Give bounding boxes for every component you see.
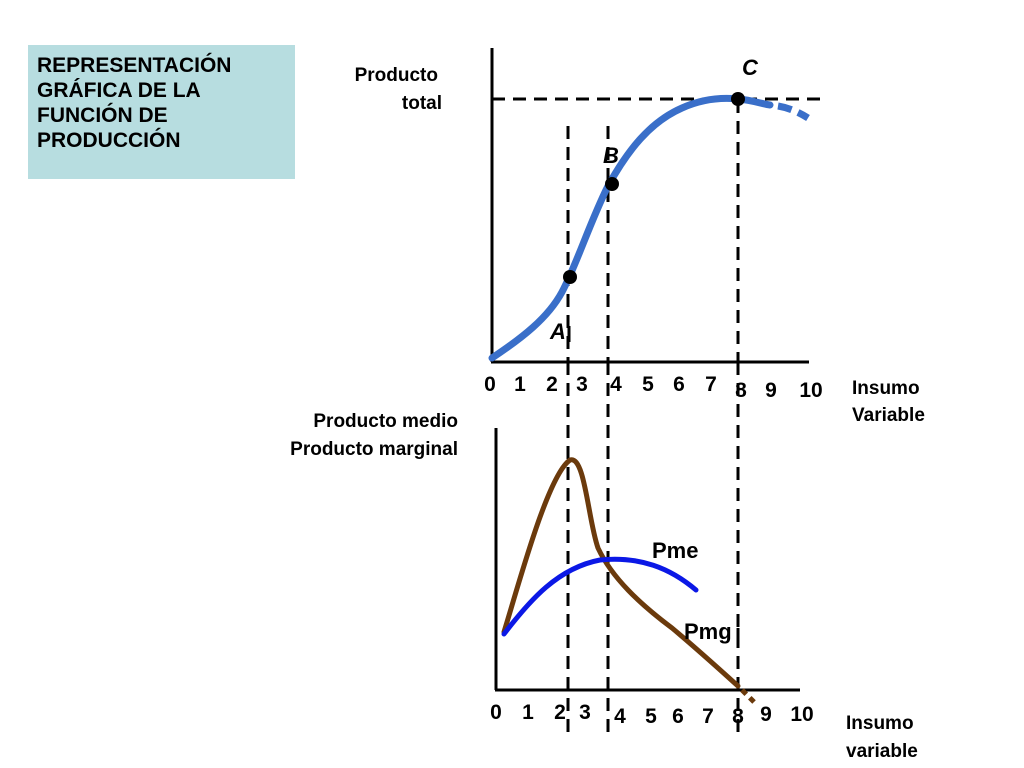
top-tick-5: 5 xyxy=(642,373,654,396)
bottom-tick-2: 2 xyxy=(554,701,566,724)
bottom-ylabel-line-2: Producto marginal xyxy=(290,439,458,460)
bottom-tick-0: 0 xyxy=(490,701,502,724)
bottom-tick-8: 8 xyxy=(732,705,744,728)
title-line-1: REPRESENTACIÓN xyxy=(37,54,232,77)
pme-label: Pme xyxy=(652,538,699,563)
top-xlabel-line-2: Variable xyxy=(852,405,925,426)
bottom-tick-9: 9 xyxy=(760,703,772,726)
point-b-label: B xyxy=(603,143,619,168)
point-a-marker xyxy=(563,270,577,284)
point-c-label: C xyxy=(742,55,758,80)
top-tick-10: 10 xyxy=(799,379,823,402)
top-tick-4: 4 xyxy=(610,373,622,396)
pmg-label: Pmg xyxy=(684,619,732,644)
bottom-tick-10: 10 xyxy=(790,703,814,726)
total-product-curve xyxy=(488,94,774,362)
top-ylabel-line-2: total xyxy=(401,93,442,114)
point-c-marker xyxy=(731,92,745,106)
top-tick-0: 0 xyxy=(484,373,496,396)
bottom-tick-6: 6 xyxy=(672,705,684,728)
marginal-product-curve xyxy=(501,457,741,689)
bottom-xlabel-line-2: variable xyxy=(846,741,918,762)
title-line-3: FUNCIÓN DE xyxy=(37,104,168,127)
bottom-tick-4: 4 xyxy=(614,705,626,728)
top-tick-6: 6 xyxy=(673,373,685,396)
top-tick-7: 7 xyxy=(705,373,717,396)
top-tick-2: 2 xyxy=(546,373,558,396)
top-xlabel-line-1: Insumo xyxy=(852,378,920,399)
title-line-4: PRODUCCIÓN xyxy=(37,129,181,152)
point-a-label: A xyxy=(550,319,566,344)
bottom-tick-7: 7 xyxy=(702,705,714,728)
average-product-curve xyxy=(501,556,699,637)
total-product-curve-dashed-tail xyxy=(777,102,810,121)
top-ylabel-line-1: Producto xyxy=(354,65,438,86)
bottom-ylabel-line-1: Producto medio xyxy=(313,411,458,432)
title-line-2: GRÁFICA DE LA xyxy=(37,79,201,102)
title-box: REPRESENTACIÓN GRÁFICA DE LA FUNCIÓN DE … xyxy=(28,45,295,179)
bottom-tick-3: 3 xyxy=(579,701,591,724)
point-b-marker xyxy=(605,177,619,191)
bottom-tick-1: 1 xyxy=(522,701,534,724)
top-tick-3: 3 xyxy=(576,373,588,396)
top-tick-8: 8 xyxy=(735,379,747,402)
bottom-xlabel-line-1: Insumo xyxy=(846,713,914,734)
top-tick-1: 1 xyxy=(514,373,526,396)
top-tick-9: 9 xyxy=(765,379,777,402)
bottom-tick-5: 5 xyxy=(645,705,657,728)
marginal-product-curve-dashed-tail xyxy=(740,688,758,706)
